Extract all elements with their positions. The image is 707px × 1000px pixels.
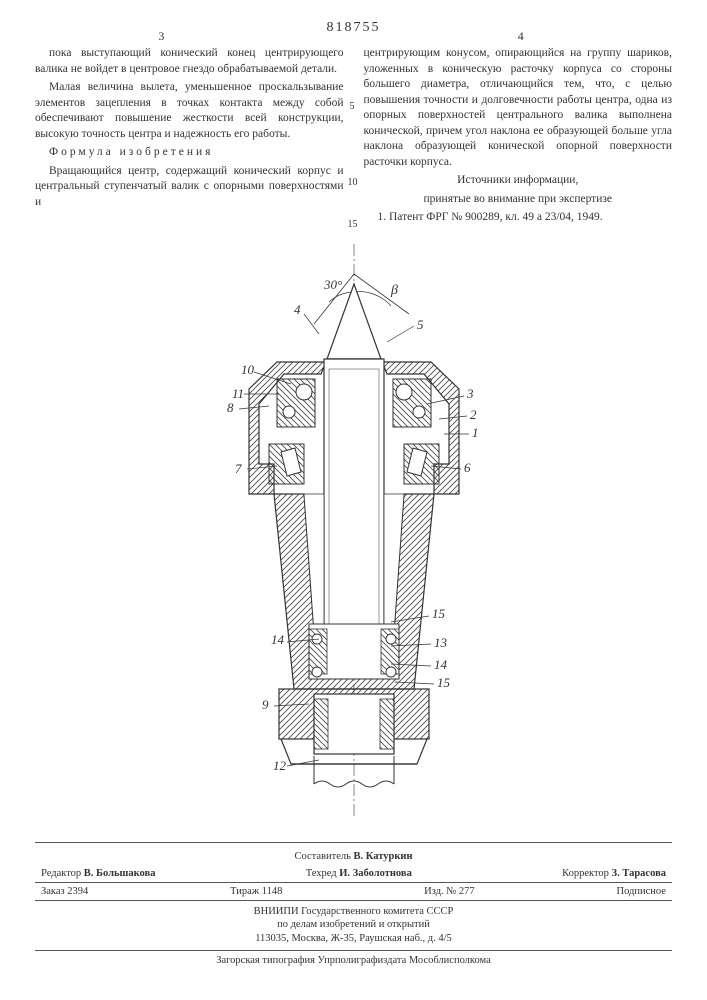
svg-text:15: 15 <box>432 606 446 621</box>
editor: Редактор В. Большакова <box>41 868 155 879</box>
sources-sub: принятые во внимание при экспертизе <box>364 192 673 208</box>
printer-line: Загорская типография Упрполиграфиздата М… <box>35 950 672 966</box>
order-number: Заказ 2394 <box>41 886 88 897</box>
svg-text:14: 14 <box>271 632 285 647</box>
svg-text:14: 14 <box>434 657 448 672</box>
drawing-svg: 30° β 4 5 10 11 8 3 2 <box>159 244 549 824</box>
left-para-3: Вращающийся центр, содержащий конический… <box>35 164 344 211</box>
footer: Составитель В. Катуркин Редактор В. Боль… <box>35 842 672 966</box>
line-mark-10: 10 <box>348 176 358 190</box>
reference-1: 1. Патент ФРГ № 900289, кл. 49 a 23/04, … <box>364 210 673 226</box>
svg-text:2: 2 <box>470 407 477 422</box>
svg-text:13: 13 <box>434 635 448 650</box>
svg-text:7: 7 <box>235 461 242 476</box>
right-para-1: центрирующим конусом, опирающийся на гру… <box>364 46 673 170</box>
compiler: Составитель В. Катуркин <box>294 851 412 862</box>
podpisnoe: Подписное <box>617 886 666 897</box>
svg-text:10: 10 <box>241 362 255 377</box>
svg-text:1: 1 <box>472 425 479 440</box>
svg-text:9: 9 <box>262 697 269 712</box>
tirazh: Тираж 1148 <box>230 886 282 897</box>
svg-text:12: 12 <box>273 758 287 773</box>
svg-text:11: 11 <box>232 386 244 401</box>
left-column: 3 пока выступающий конический конец цент… <box>35 46 344 229</box>
techred: Техред И. Заболотнова <box>306 868 412 879</box>
svg-text:15: 15 <box>437 675 451 690</box>
right-column: 4 5 10 15 центрирующим конусом, опирающи… <box>364 46 673 229</box>
izd-number: Изд. № 277 <box>424 886 475 897</box>
angle-beta-label: β <box>390 283 398 298</box>
text-columns: 3 пока выступающий конический конец цент… <box>35 46 672 229</box>
document-number: 818755 <box>35 20 672 36</box>
page-number-left: 3 <box>158 28 164 44</box>
line-mark-5: 5 <box>350 100 355 114</box>
footer-org: ВНИИПИ Государственного комитета СССР по… <box>35 901 672 950</box>
svg-text:3: 3 <box>466 386 474 401</box>
corrector: Корректор З. Тарасова <box>562 868 666 879</box>
sources-heading: Источники информации, <box>364 173 673 189</box>
page-number-right: 4 <box>518 28 524 44</box>
svg-text:8: 8 <box>227 400 234 415</box>
line-mark-15: 15 <box>348 218 358 232</box>
svg-text:4: 4 <box>294 302 301 317</box>
left-para-2: Малая величина вылета, уменьшенное проск… <box>35 80 344 142</box>
left-para-1: пока выступающий конический конец центри… <box>35 46 344 77</box>
formula-heading: Формула изобретения <box>35 145 344 161</box>
technical-drawing: 30° β 4 5 10 11 8 3 2 <box>35 237 672 832</box>
angle-30-label: 30° <box>323 277 342 292</box>
svg-text:6: 6 <box>464 460 471 475</box>
svg-text:5: 5 <box>417 317 424 332</box>
